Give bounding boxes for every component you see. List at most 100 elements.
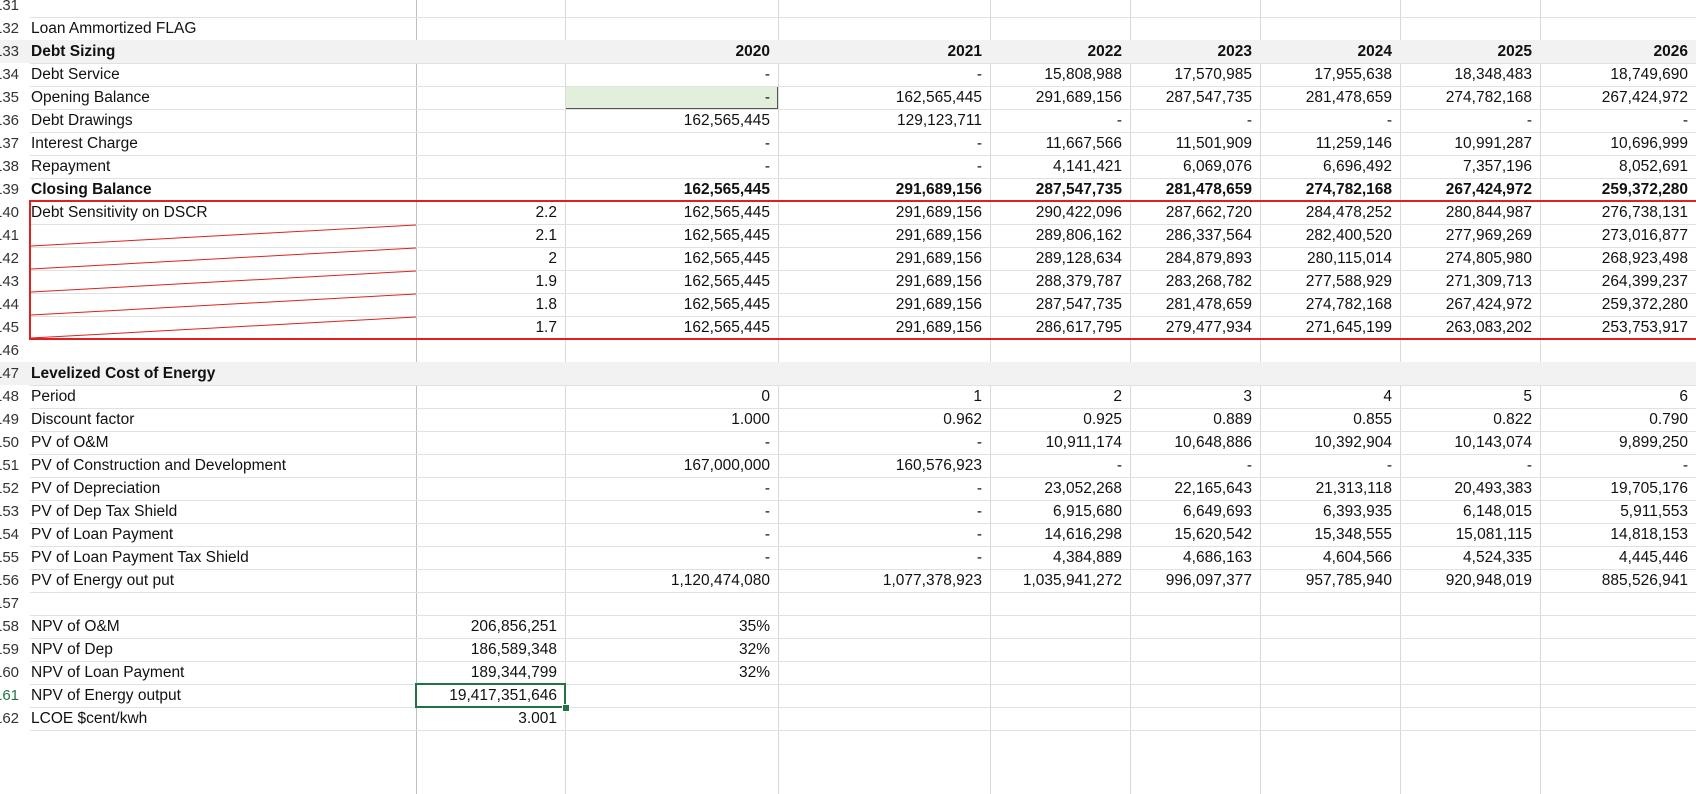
value-cell[interactable]: 289,806,162 [1035,227,1122,244]
value-cell[interactable]: - [1116,457,1122,474]
row-number[interactable]: 140 [0,204,20,221]
value-cell[interactable]: 920,948,019 [1445,572,1532,589]
sheet-row[interactable]: 132 Loan Ammortized FLAG [0,17,1696,40]
row-number[interactable]: 139 [0,181,20,198]
value-cell[interactable]: 280,115,014 [1306,250,1392,267]
value-cell[interactable]: 291,689,156 [895,204,982,221]
sheet-row[interactable]: 154 PV of Loan Payment - - 14,616,298 15,620,… [0,523,1696,546]
value-cell[interactable]: 280,844,987 [1445,204,1532,221]
value-cell[interactable] [565,592,778,615]
value-cell[interactable]: 282,400,520 [1305,227,1392,244]
value-cell[interactable]: 2.1 [535,227,557,244]
row-number[interactable]: 160 [0,664,20,681]
sheet-row[interactable]: 160 NPV of Loan Payment 189,344,799 32% [0,661,1696,684]
value-cell[interactable]: 284,879,893 [1165,250,1252,267]
value-cell[interactable]: - [764,158,770,175]
value-cell[interactable] [1130,615,1260,638]
value-cell[interactable] [1130,0,1260,17]
row-label-cell[interactable]: PV of Loan Payment Tax Shield [31,549,249,566]
value-cell[interactable]: 35% [738,618,770,635]
value-cell[interactable]: - [976,526,982,543]
value-cell[interactable]: 1.7 [535,319,557,336]
value-cell[interactable]: 267,424,972 [1445,296,1532,313]
row-number[interactable]: 138 [0,158,20,175]
value-cell[interactable] [1540,684,1696,707]
row-number[interactable]: 144 [0,296,20,313]
value-cell[interactable]: 9,899,250 [1619,434,1688,451]
sheet-row[interactable]: 151 PV of Construction and Development 167… [0,454,1696,477]
sheet-row[interactable]: 161 NPV of Energy output 19,417,351,646 [0,684,1696,707]
value-cell[interactable]: - [764,89,770,106]
sheet-row[interactable]: 140 Debt Sensitivity on DSCR 2.2 162,565,44… [0,201,1696,224]
value-cell[interactable]: 5,911,553 [1620,503,1688,520]
value-cell[interactable]: 276,738,131 [1601,204,1688,221]
value-cell[interactable] [416,523,565,546]
row-number[interactable]: 143 [0,273,20,290]
value-cell[interactable] [416,155,565,178]
value-cell[interactable]: 2026 [1653,43,1688,60]
value-cell[interactable]: 11,501,909 [1175,135,1252,152]
value-cell[interactable] [1400,615,1540,638]
value-cell[interactable]: 0.889 [1213,411,1252,428]
value-cell[interactable] [565,707,778,730]
value-cell[interactable]: 259,372,280 [1601,181,1688,198]
value-cell[interactable] [416,477,565,500]
value-cell[interactable]: - [1682,112,1688,129]
value-cell[interactable]: 291,689,156 [895,296,982,313]
row-number[interactable]: 142 [0,250,20,267]
value-cell[interactable] [990,339,1130,362]
row-label-cell[interactable]: PV of Depreciation [31,480,161,497]
row-label-cell[interactable]: PV of O&M [31,434,109,451]
value-cell[interactable]: 291,689,156 [895,181,982,198]
row-label-cell[interactable] [30,224,31,247]
value-cell[interactable] [778,339,990,362]
value-cell[interactable]: 6,915,680 [1053,503,1122,520]
row-label-cell[interactable]: NPV of Dep [31,641,113,658]
value-cell[interactable]: 273,016,877 [1601,227,1688,244]
value-cell[interactable] [990,707,1130,730]
value-cell[interactable]: 11,259,146 [1315,135,1392,152]
value-cell[interactable] [778,684,990,707]
value-cell[interactable]: - [976,158,982,175]
value-cell[interactable]: 291,689,156 [895,319,982,336]
value-cell[interactable] [1400,638,1540,661]
value-cell[interactable]: 23,052,268 [1044,480,1122,497]
value-cell[interactable]: 162,565,445 [683,112,770,129]
value-cell[interactable]: 2024 [1357,43,1392,60]
value-cell[interactable]: 271,309,713 [1445,273,1532,290]
value-cell[interactable]: 287,662,720 [1165,204,1252,221]
row-number[interactable]: 131 [0,0,20,14]
value-cell[interactable]: 286,337,564 [1165,227,1252,244]
value-cell[interactable]: 22,165,643 [1174,480,1252,497]
value-cell[interactable] [1260,592,1400,615]
value-cell[interactable]: 267,424,972 [1601,89,1688,106]
row-number[interactable]: 135 [0,89,20,106]
row-label-cell[interactable]: Levelized Cost of Energy [31,365,216,382]
row-number[interactable]: 147 [0,362,30,385]
sheet-row[interactable]: 147Levelized Cost of Energy [0,362,1696,385]
sheet-row[interactable]: 162 LCOE $cent/kwh 3.001 [0,707,1696,730]
value-cell[interactable] [1130,17,1260,40]
row-label-cell[interactable]: Discount factor [31,411,135,428]
row-label-cell[interactable]: Debt Sensitivity on DSCR [31,204,208,221]
value-cell[interactable] [990,684,1130,707]
value-cell[interactable] [990,0,1130,17]
sheet-row[interactable]: 150 PV of O&M - - 10,911,174 10,648,886 10,392… [0,431,1696,454]
value-cell[interactable] [990,592,1130,615]
value-cell[interactable] [1540,707,1696,730]
value-cell[interactable]: 129,123,711 [896,112,982,129]
value-cell[interactable]: 6,649,693 [1183,503,1252,520]
value-cell[interactable] [416,0,565,17]
value-cell[interactable]: 4 [1383,388,1392,405]
value-cell[interactable] [416,339,565,362]
value-cell[interactable] [565,17,778,40]
value-cell[interactable]: 17,955,638 [1314,66,1392,83]
value-cell[interactable]: 10,911,174 [1045,434,1122,451]
value-cell[interactable]: 10,392,904 [1314,434,1392,451]
value-cell[interactable]: 291,689,156 [895,273,982,290]
value-cell[interactable]: - [1246,457,1252,474]
sheet-row[interactable]: 144 1.8 162,565,445 291,689,156 287,547,735 2… [0,293,1696,316]
value-cell[interactable] [1260,684,1400,707]
value-cell[interactable]: 1.8 [535,296,557,313]
